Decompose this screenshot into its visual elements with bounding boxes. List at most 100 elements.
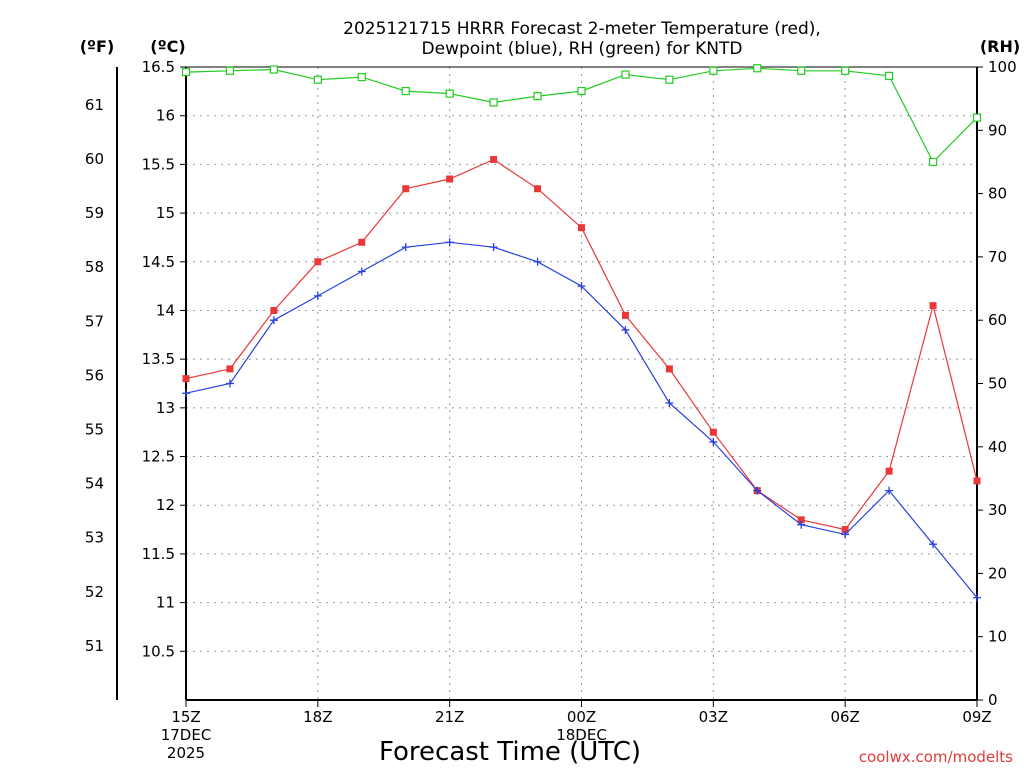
rh-tick-label: 0: [988, 691, 998, 709]
data-point-temperature: [446, 175, 454, 183]
data-point-temperature: [226, 365, 234, 373]
fahrenheit-unit-label: (ºF): [80, 37, 115, 56]
x-tick-label: 17DEC: [161, 726, 212, 744]
data-point-rh: [357, 73, 366, 82]
data-point-rh: [577, 86, 586, 96]
data-point-temperature: [665, 365, 673, 373]
data-series: [181, 64, 982, 602]
data-point-dewpoint: [665, 398, 674, 407]
data-point-dewpoint: [797, 520, 806, 529]
x-tick-label: 09Z: [962, 708, 991, 726]
axes: 10.5 11 11.5 12 12.5 13 13.5 14 14.5 15 15.5 16 16.5…: [85, 58, 1017, 762]
data-point-rh: [489, 98, 498, 107]
data-point-temperature: [797, 516, 805, 524]
data-point-dewpoint: [753, 486, 762, 495]
data-point-temperature: [841, 526, 849, 534]
data-point-rh: [445, 89, 454, 98]
celsius-tick-label: 12.5: [142, 448, 175, 466]
data-point-rh: [269, 65, 278, 74]
data-point-dewpoint: [357, 267, 366, 276]
data-point-rh: [665, 75, 674, 84]
data-point-temperature: [621, 311, 629, 319]
rh-tick-label: 30: [988, 501, 1007, 519]
data-point-rh: [885, 71, 894, 80]
x-axis-label: Forecast Time (UTC): [379, 737, 641, 767]
data-point-dewpoint: [225, 379, 234, 388]
data-point-temperature: [929, 302, 937, 310]
celsius-tick-label: 14.5: [142, 253, 175, 271]
celsius-unit-label: (ºC): [150, 37, 185, 56]
data-point-temperature: [402, 185, 410, 193]
x-tick-label: 18Z: [303, 708, 332, 726]
data-point-dewpoint: [973, 593, 981, 602]
rh-tick-label: 10: [988, 628, 1007, 646]
rh-tick-label: 80: [988, 185, 1007, 203]
data-point-rh: [621, 70, 630, 79]
x-tick-label: 00Z: [567, 708, 596, 726]
rh-tick-label: 40: [988, 438, 1007, 456]
fahrenheit-tick-label: 57: [85, 312, 104, 330]
data-point-dewpoint: [401, 243, 410, 252]
data-point-rh: [181, 67, 191, 77]
credit-text: coolwx.com/modelts: [859, 748, 1013, 766]
data-point-rh: [709, 66, 718, 75]
rh-tick-label: 100: [988, 58, 1017, 76]
chart-title-line-2: Dewpoint (blue), RH (green) for KNTD: [422, 39, 743, 59]
fahrenheit-tick-label: 61: [85, 96, 104, 114]
fahrenheit-tick-label: 58: [85, 258, 104, 276]
celsius-tick-label: 11: [156, 594, 175, 612]
data-point-rh: [401, 86, 410, 96]
data-point-dewpoint: [709, 437, 718, 446]
data-point-dewpoint: [577, 282, 586, 291]
celsius-tick-label: 13: [156, 399, 175, 417]
data-point-temperature: [885, 467, 893, 475]
data-point-rh: [797, 66, 806, 75]
data-point-rh: [533, 92, 542, 101]
celsius-tick-label: 14: [156, 301, 175, 319]
celsius-tick-label: 15: [156, 204, 175, 222]
x-tick-label: 18DEC: [556, 726, 607, 744]
celsius-tick-label: 16: [156, 107, 175, 125]
data-point-dewpoint: [489, 243, 498, 252]
fahrenheit-tick-label: 59: [85, 204, 104, 222]
celsius-tick-label: 11.5: [142, 545, 175, 563]
data-point-temperature: [578, 224, 585, 232]
chart-title-line-1: 2025121715 HRRR Forecast 2-meter Tempera…: [343, 19, 821, 39]
fahrenheit-tick-label: 53: [85, 529, 104, 547]
data-point-dewpoint: [841, 530, 850, 539]
rh-tick-label: 60: [988, 311, 1007, 329]
data-point-rh: [841, 66, 850, 75]
data-point-rh: [225, 66, 235, 75]
fahrenheit-tick-label: 56: [85, 366, 104, 384]
data-point-temperature: [182, 375, 190, 383]
rh-tick-label: 20: [988, 564, 1007, 582]
data-point-temperature: [709, 428, 717, 436]
fahrenheit-tick-label: 60: [85, 150, 104, 168]
data-point-dewpoint: [182, 389, 190, 398]
data-point-dewpoint: [445, 238, 454, 247]
rh-tick-label: 90: [988, 121, 1007, 139]
data-point-rh: [753, 64, 762, 73]
data-point-temperature: [270, 306, 278, 314]
fahrenheit-tick-label: 51: [85, 637, 104, 655]
celsius-tick-label: 16.5: [142, 58, 175, 76]
data-point-temperature: [314, 258, 322, 266]
x-tick-label: 21Z: [435, 708, 464, 726]
data-point-temperature: [358, 238, 366, 246]
celsius-tick-label: 10.5: [142, 642, 175, 660]
grid-lines: [185, 66, 978, 700]
celsius-tick-label: 12: [156, 496, 175, 514]
celsius-tick-label: 13.5: [142, 350, 175, 368]
data-point-dewpoint: [313, 291, 322, 300]
fahrenheit-tick-label: 55: [85, 420, 104, 438]
x-tick-label: 03Z: [699, 708, 728, 726]
data-point-dewpoint: [929, 540, 938, 549]
data-point-temperature: [490, 156, 498, 164]
rh-tick-label: 70: [988, 248, 1007, 266]
rh-tick-label: 50: [988, 375, 1007, 393]
x-tick-label: 2025: [167, 744, 205, 762]
data-point-dewpoint: [621, 325, 630, 334]
data-point-rh: [928, 157, 938, 167]
data-point-temperature: [534, 185, 542, 193]
